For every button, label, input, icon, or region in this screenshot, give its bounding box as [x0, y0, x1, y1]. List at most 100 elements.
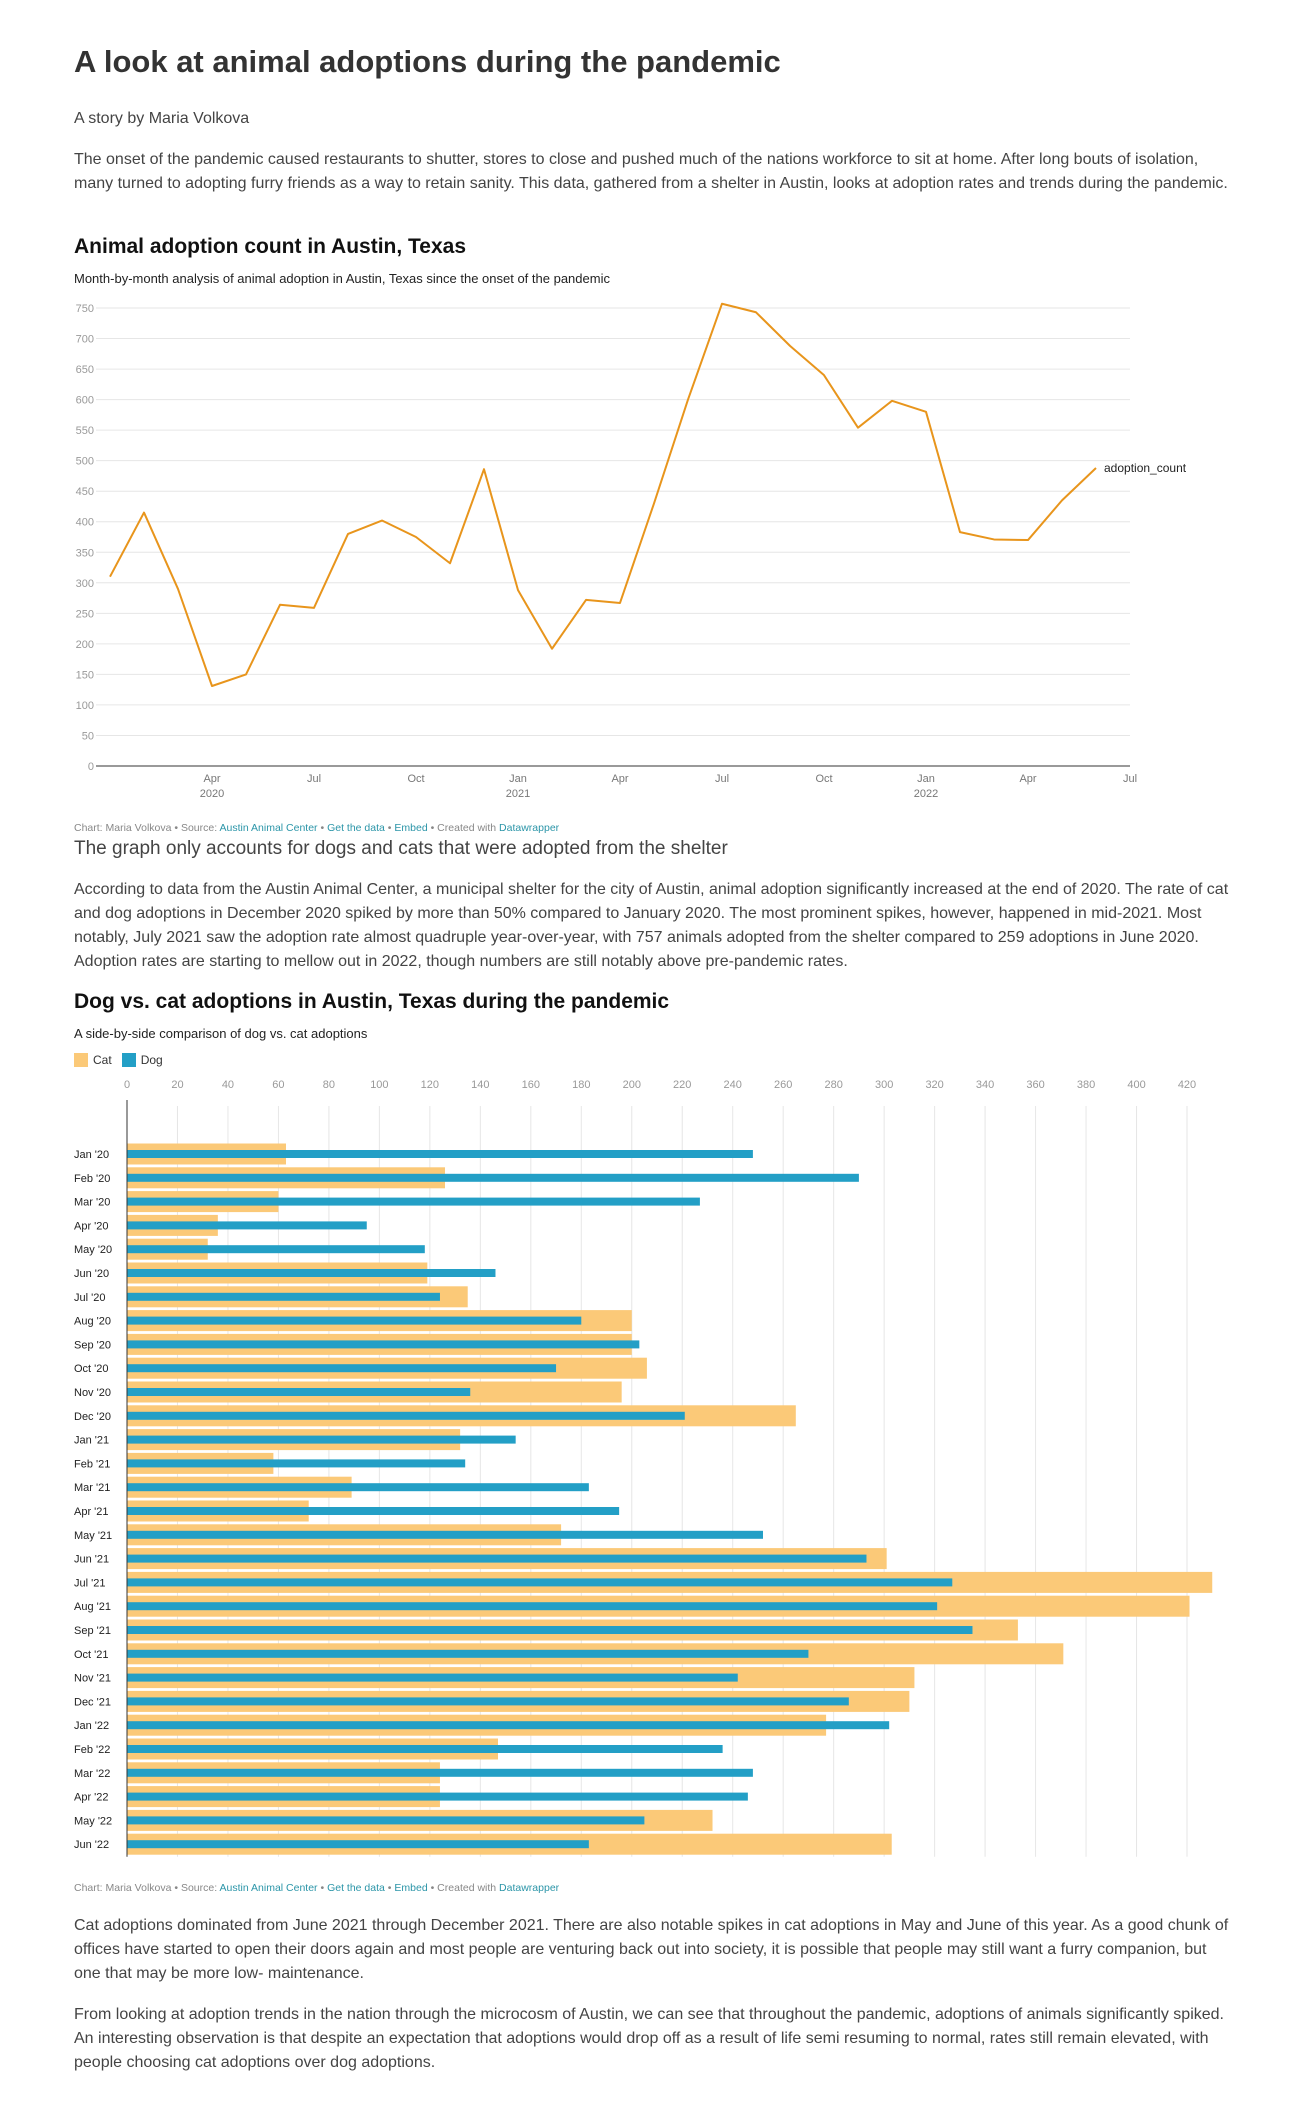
category-label: May '22 — [74, 1815, 112, 1827]
y-tick-label: 250 — [76, 608, 94, 620]
x-tick-label: 200 — [623, 1079, 641, 1091]
dog-bar — [127, 1197, 700, 1206]
dog-bar — [127, 1340, 640, 1349]
y-tick-label: 350 — [76, 547, 94, 559]
x-tick-label: 380 — [1077, 1079, 1095, 1091]
line-chart-subtitle: Month-by-month analysis of animal adopti… — [74, 271, 610, 286]
line-chart-title: Animal adoption count in Austin, Texas — [74, 235, 467, 258]
legend-label-dog: Dog — [140, 1053, 163, 1067]
y-tick-label: 500 — [76, 456, 94, 468]
embed-link[interactable]: Embed — [394, 1882, 428, 1894]
y-tick-label: 100 — [76, 700, 94, 712]
y-tick-label: 700 — [76, 334, 94, 346]
get-data-link[interactable]: Get the data — [327, 822, 385, 834]
y-tick-label: 750 — [76, 303, 94, 315]
intro-paragraph: The onset of the pandemic caused restaur… — [74, 151, 1228, 192]
legend-label-cat: Cat — [93, 1053, 112, 1067]
dog-bar — [127, 1364, 557, 1373]
dog-bar — [127, 1745, 723, 1753]
dog-bar — [127, 1173, 859, 1182]
dog-bar — [127, 1768, 753, 1777]
section-subhead: The graph only accounts for dogs and cat… — [74, 838, 728, 859]
dog-bar — [127, 1507, 620, 1515]
line-chart: 0 50 100 150 200 250 300 350 400 450 500 550 600 650 7… — [76, 302, 1187, 800]
x-tick-label: 220 — [673, 1079, 691, 1091]
line-chart-footer: Chart: Maria Volkova • Source: Austin An… — [74, 822, 559, 834]
category-label: Jan '22 — [74, 1720, 109, 1732]
embed-link[interactable]: Embed — [394, 822, 428, 834]
bar-chart-legend: Cat Dog — [74, 1053, 173, 1067]
category-label: Apr '20 — [74, 1220, 109, 1232]
footer-separator: • — [317, 1882, 328, 1894]
legend-item-cat: Cat — [74, 1053, 112, 1067]
dog-bar — [127, 1150, 753, 1158]
y-tick-label: 550 — [76, 425, 94, 437]
x-tick-label: 240 — [724, 1079, 742, 1091]
cat-swatch — [74, 1053, 88, 1067]
category-label: Apr '22 — [74, 1792, 109, 1804]
get-data-link[interactable]: Get the data — [327, 1882, 385, 1894]
x-tick-label: 420 — [1178, 1079, 1196, 1091]
x-tick-label: Apr — [611, 773, 628, 785]
x-tick-label: Oct — [407, 773, 424, 785]
dog-bar — [127, 1292, 440, 1301]
y-tick-label: 200 — [76, 639, 94, 651]
y-tick-label: 600 — [76, 395, 94, 407]
dog-bar — [127, 1459, 466, 1468]
x-tick-label: 100 — [370, 1079, 388, 1091]
y-tick-label: 50 — [82, 730, 94, 742]
x-tick-label: 360 — [1026, 1079, 1044, 1091]
category-label: Feb '22 — [74, 1744, 110, 1756]
byline: A story by Maria Volkova — [74, 110, 250, 127]
x-tick-label: Jul — [307, 773, 321, 785]
category-label: Dec '20 — [74, 1411, 111, 1423]
dog-bar — [127, 1554, 867, 1563]
x-tick-label: 320 — [925, 1079, 943, 1091]
bar-chart: 0 20 40 60 80 100 120 140 160 180 200 220 240 260 280 3… — [74, 1079, 1213, 1857]
datawrapper-link[interactable]: Datawrapper — [499, 1882, 560, 1894]
category-label: Feb '20 — [74, 1173, 110, 1185]
x-tick-label: Apr — [1019, 773, 1036, 785]
footer-created: • Created with — [427, 822, 500, 834]
dog-bar — [127, 1435, 516, 1444]
x-tick-label: 80 — [323, 1079, 335, 1091]
category-label: Feb '21 — [74, 1458, 110, 1470]
category-label: May '21 — [74, 1530, 112, 1542]
x-tick-year-label: 2020 — [200, 788, 224, 800]
x-tick-label: Jan — [509, 773, 527, 785]
datawrapper-link[interactable]: Datawrapper — [499, 822, 560, 834]
category-label: Aug '20 — [74, 1316, 111, 1328]
category-label: Sep '21 — [74, 1625, 111, 1637]
x-tick-label: 60 — [272, 1079, 284, 1091]
dog-bar — [127, 1721, 890, 1730]
y-tick-label: 150 — [76, 669, 94, 681]
y-tick-label: 450 — [76, 486, 94, 498]
dog-bar — [127, 1697, 849, 1706]
y-tick-label: 300 — [76, 578, 94, 590]
dog-bar — [127, 1792, 748, 1801]
dog-bar — [127, 1649, 809, 1658]
y-tick-label: 650 — [76, 364, 94, 376]
dog-bar — [127, 1221, 367, 1230]
category-label: Mar '22 — [74, 1768, 110, 1780]
dog-bar — [127, 1816, 645, 1825]
x-tick-label: 400 — [1127, 1079, 1145, 1091]
x-tick-label: 160 — [522, 1079, 540, 1091]
category-label: Oct '20 — [74, 1363, 109, 1375]
bar-chart-footer: Chart: Maria Volkova • Source: Austin An… — [74, 1882, 559, 1894]
source-link[interactable]: Austin Animal Center — [219, 1882, 318, 1894]
body-paragraph-3: Cat adoptions dominated from June 2021 t… — [74, 1917, 1229, 1982]
category-label: Jun '20 — [74, 1268, 109, 1280]
category-label: Aug '21 — [74, 1601, 111, 1613]
x-tick-label: 40 — [222, 1079, 234, 1091]
category-label: Apr '21 — [74, 1506, 109, 1518]
dog-bar — [127, 1483, 589, 1492]
x-tick-label: 20 — [171, 1079, 183, 1091]
dog-bar — [127, 1673, 738, 1682]
category-label: Jun '22 — [74, 1839, 109, 1851]
footer-created: • Created with — [427, 1882, 500, 1894]
footer-credit: Chart: Maria Volkova • Source: — [74, 1882, 220, 1894]
source-link[interactable]: Austin Animal Center — [219, 822, 318, 834]
bar-chart-title: Dog vs. cat adoptions in Austin, Texas d… — [74, 990, 670, 1013]
